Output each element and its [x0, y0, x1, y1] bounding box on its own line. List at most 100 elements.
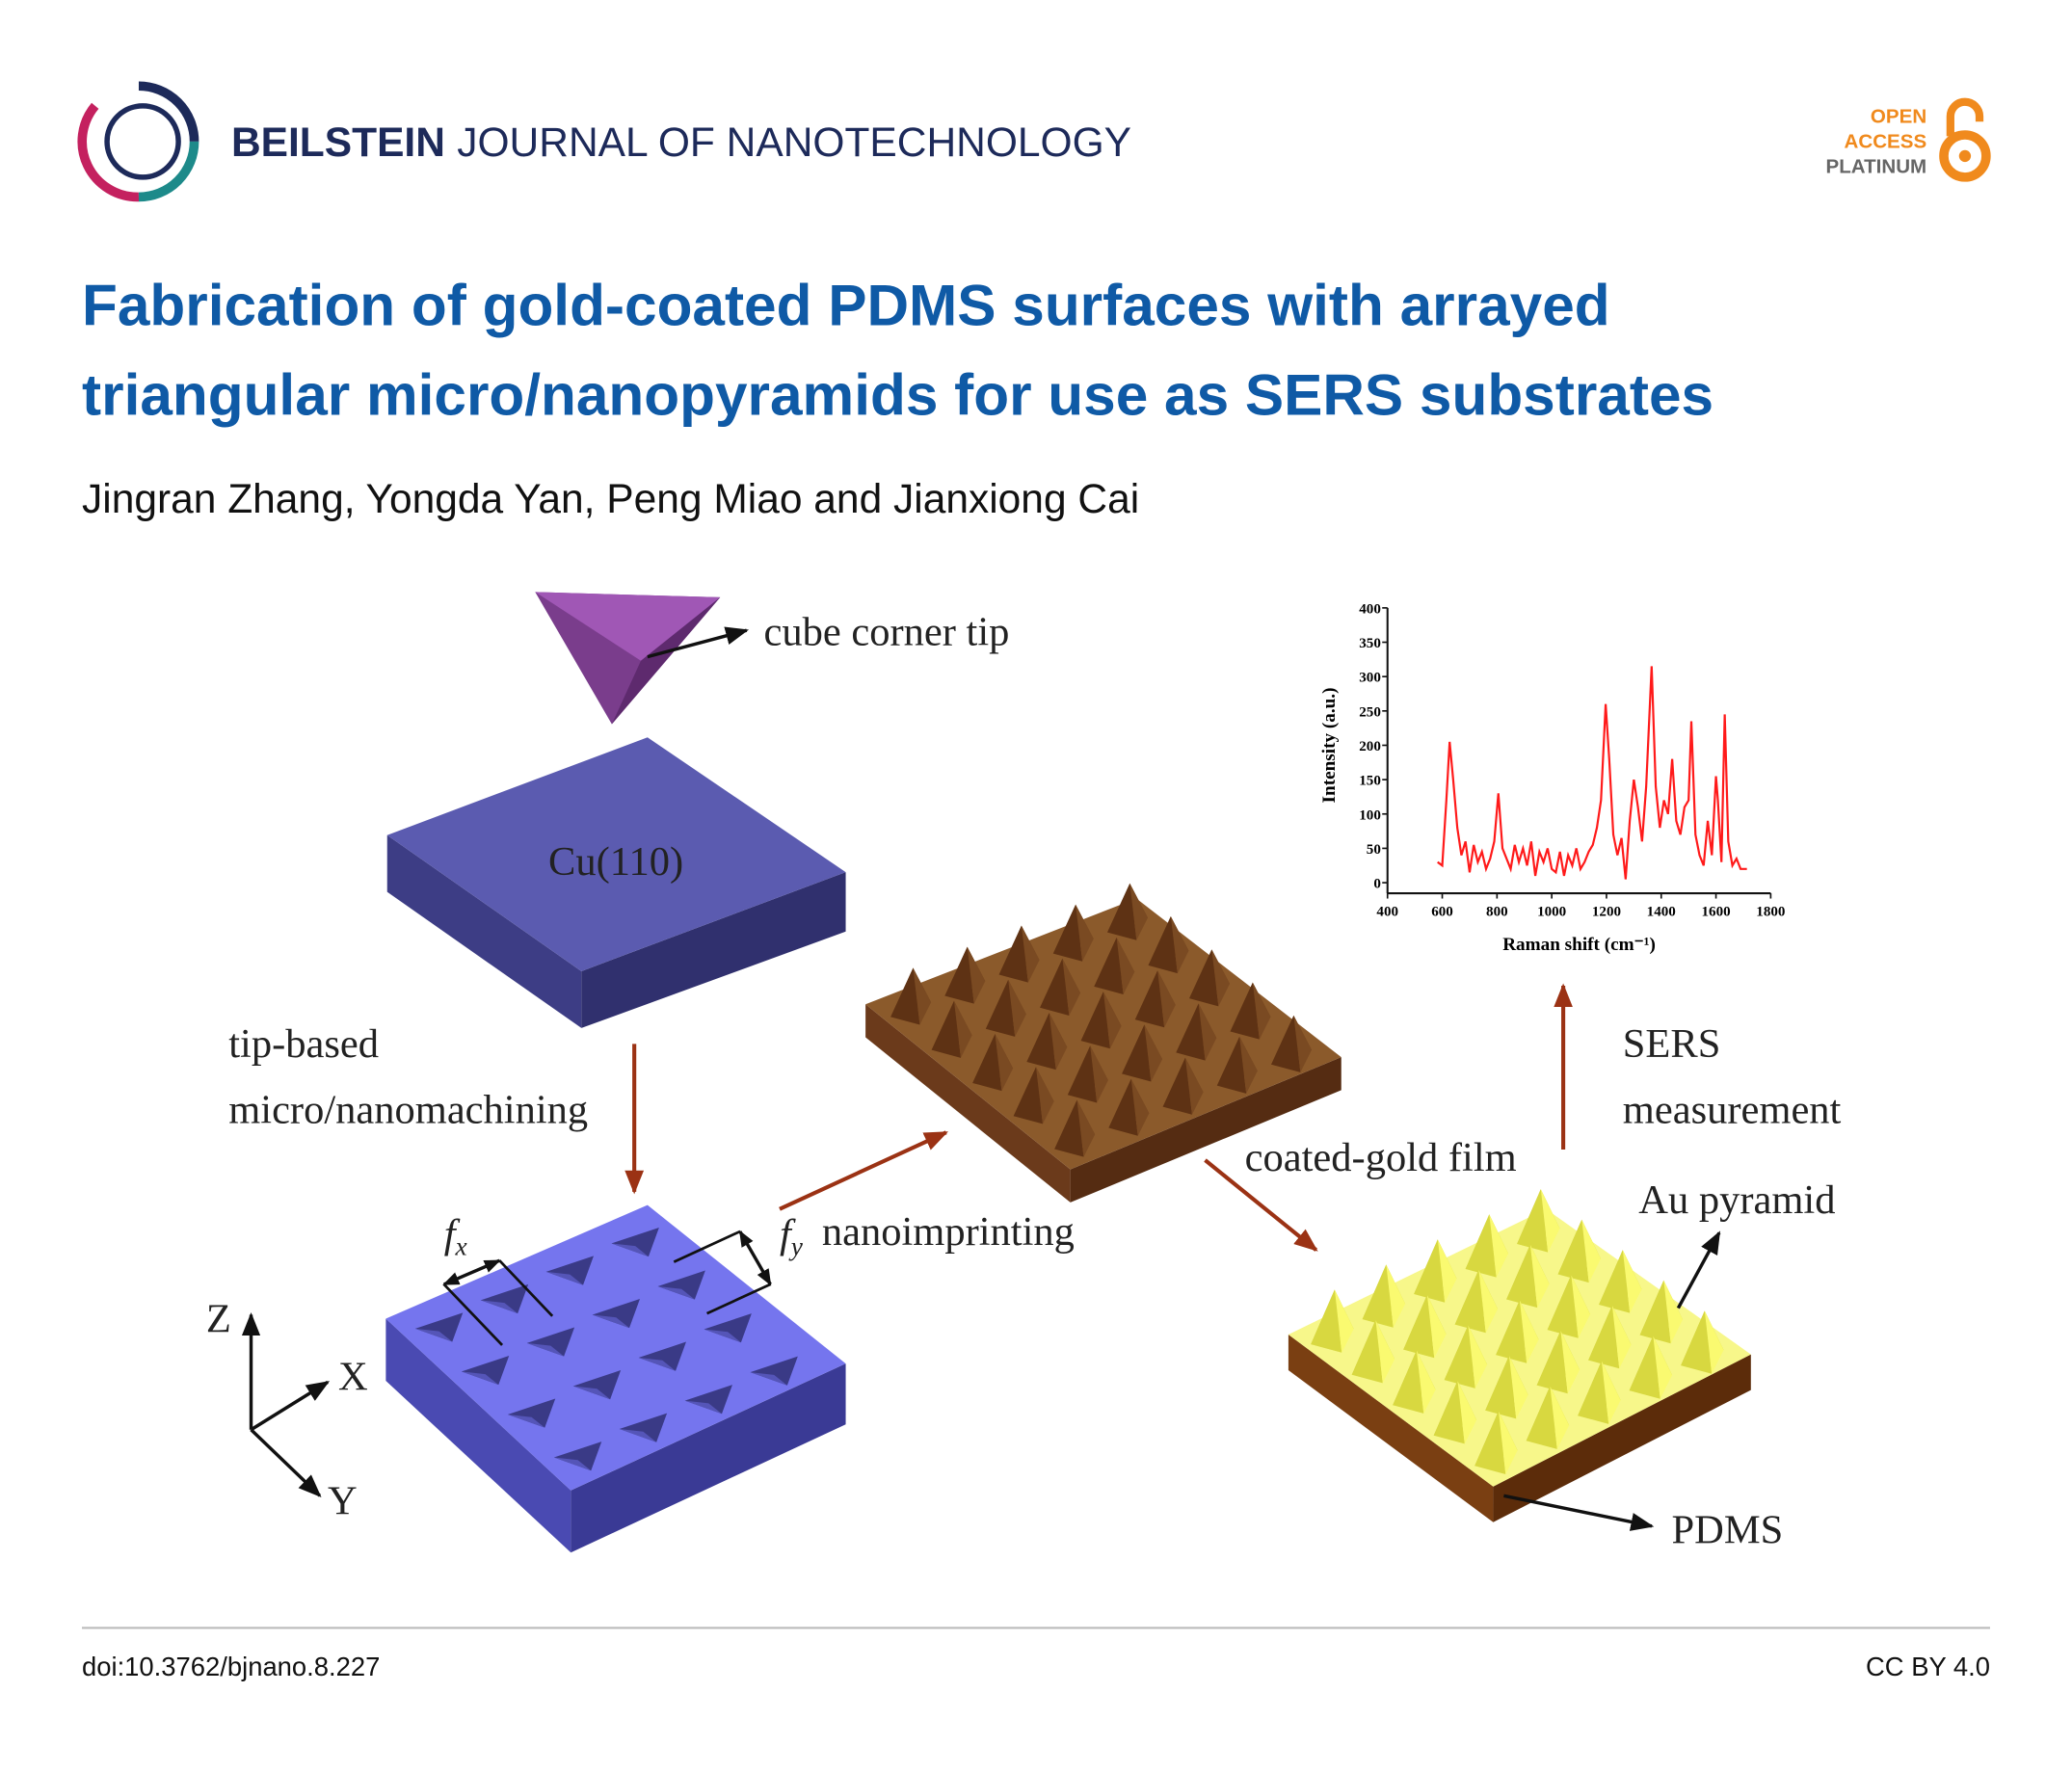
pyramid-face	[1485, 1355, 1517, 1419]
figure-label: measurement	[1623, 1088, 1842, 1133]
pyramid-face	[1351, 1319, 1383, 1384]
dent	[750, 1372, 787, 1386]
pyramid-face	[1189, 949, 1219, 1007]
pyramid-face	[1416, 1350, 1436, 1414]
process-arrow	[1204, 1158, 1318, 1252]
process-arrow	[779, 1130, 949, 1211]
title-line: Fabrication of gold-coated PDMS surfaces…	[82, 272, 1610, 337]
pyramid-face	[1054, 1099, 1084, 1157]
pyramid-face	[1517, 1189, 1549, 1253]
journal-logo	[77, 81, 199, 202]
pyramid-face	[1601, 1361, 1621, 1424]
pyramid-face	[1008, 979, 1026, 1037]
x-tick-label: 800	[1486, 904, 1508, 919]
pyramid-face	[985, 979, 1016, 1037]
pyramid-face	[1170, 916, 1189, 974]
badge-text: PLATINUM	[1826, 156, 1927, 178]
y-tick-label: 100	[1359, 807, 1381, 823]
pyramid-face	[931, 1000, 961, 1058]
figure-label: fy	[780, 1212, 804, 1261]
figure-label: PDMS	[1672, 1508, 1784, 1553]
axis-arrow	[250, 1380, 331, 1432]
pyramid-face	[1465, 1214, 1497, 1278]
pyramid-face	[1550, 1386, 1570, 1449]
dent	[611, 1227, 659, 1257]
dimension-arrow	[738, 1230, 772, 1286]
pyramid-face	[1211, 949, 1231, 1007]
journal-bold: BEILSTEIN	[231, 120, 445, 166]
x-tick-label: 1000	[1537, 904, 1566, 919]
dent	[572, 1386, 611, 1400]
pyramid-face	[1386, 1264, 1406, 1328]
pyramid-face	[944, 946, 974, 1004]
pyramid-face	[1622, 1250, 1642, 1313]
block-side	[1288, 1335, 1494, 1522]
x-tick-label: 1400	[1647, 904, 1676, 919]
figure-label: coated-gold film	[1245, 1135, 1517, 1180]
pyramid-face	[1157, 970, 1176, 1028]
y-axis-label: Intensity (a.u.)	[1319, 688, 1340, 804]
x-tick-label: 400	[1376, 904, 1398, 919]
logo-arc	[77, 102, 140, 202]
dent	[414, 1312, 464, 1342]
pyramid-face	[972, 1034, 1002, 1092]
pyramid-face	[1036, 1067, 1054, 1124]
pyramid-face	[1108, 1078, 1138, 1136]
pyramid-face	[1529, 1244, 1550, 1309]
pyramid-face	[1611, 1305, 1632, 1369]
pyramid-face	[913, 967, 932, 1025]
pyramid-face	[1444, 1325, 1475, 1389]
figure-label: Au pyramid	[1638, 1177, 1835, 1223]
dent	[480, 1283, 529, 1314]
dimension-arrow	[442, 1258, 501, 1286]
pyramid-face	[1681, 1310, 1713, 1374]
dimension-line	[673, 1230, 741, 1263]
badge-text: OPEN	[1871, 106, 1926, 128]
dent	[638, 1358, 677, 1371]
pyramid-face	[1134, 970, 1165, 1028]
pyramid-face	[1239, 1036, 1258, 1094]
x-tick-label: 1800	[1756, 904, 1785, 919]
pointer-arrow	[1676, 1230, 1721, 1309]
pyramid-face	[1663, 1280, 1684, 1344]
dent	[657, 1270, 705, 1300]
badge-text: ACCESS	[1845, 131, 1927, 153]
pitch-markers	[442, 1230, 772, 1346]
dent	[592, 1314, 630, 1329]
pyramid-face	[1498, 1411, 1518, 1474]
axis-arrow	[250, 1428, 322, 1497]
dimension-line	[706, 1283, 771, 1315]
block-side	[1493, 1354, 1751, 1522]
y-tick-label: 400	[1359, 601, 1381, 617]
dent	[553, 1441, 602, 1471]
pyramid-face	[998, 925, 1028, 983]
pyramid-face	[1094, 937, 1124, 995]
pyramid-face	[1704, 1310, 1724, 1374]
logo-arc	[138, 81, 199, 143]
pdms-replica	[865, 883, 1341, 1203]
pyramid-face	[953, 1000, 972, 1058]
axis-name: Y	[328, 1478, 358, 1523]
x-axis-label: Raman shift (cm⁻¹)	[1502, 935, 1656, 955]
y-tick-label: 250	[1359, 704, 1381, 720]
y-tick-label: 0	[1373, 877, 1381, 892]
pyramid-face	[1293, 1015, 1313, 1072]
lock-dot	[1958, 149, 1972, 163]
pyramid-face	[1230, 982, 1260, 1040]
pyramid-face	[1122, 1024, 1152, 1082]
pyramid-face	[1216, 1036, 1247, 1094]
y-tick-label: 150	[1359, 774, 1381, 789]
pyramid-face	[1547, 1275, 1579, 1338]
pyramid-face	[1271, 1015, 1301, 1072]
pyramid-face	[1067, 1045, 1098, 1103]
journal-name: BEILSTEIN JOURNAL OF NANOTECHNOLOGY	[231, 120, 1131, 166]
dimension-line	[442, 1283, 504, 1346]
dent	[461, 1355, 510, 1386]
y-tick-label: 50	[1367, 842, 1381, 858]
dent	[750, 1356, 798, 1386]
pyramid-face	[1184, 1057, 1204, 1115]
lock-shackle	[1946, 97, 1984, 137]
pyramid-face	[1080, 992, 1110, 1049]
